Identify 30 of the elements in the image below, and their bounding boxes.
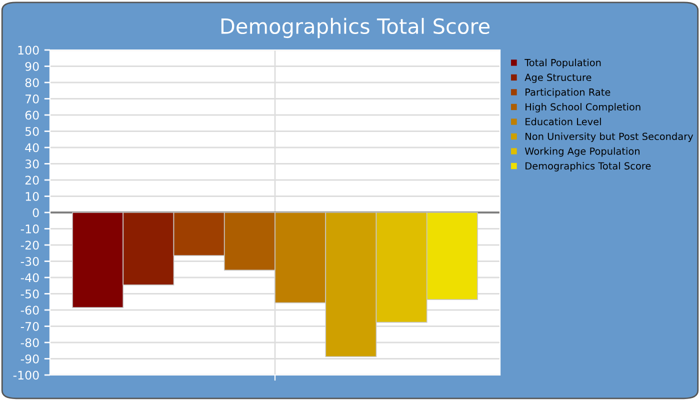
y-tick-label: 70 <box>26 94 39 104</box>
y-tick-label: 0 <box>32 208 39 218</box>
y-tick-label: 90 <box>25 62 39 71</box>
legend-label: Participation Rate <box>526 88 610 98</box>
y-tick-label: 20 <box>25 176 39 185</box>
y-tick-label: -100 <box>13 370 39 380</box>
y-tick-label: 30 <box>25 159 39 168</box>
legend-label: Age Structure <box>524 74 592 83</box>
y-tick-label: -60 <box>20 306 39 315</box>
y-tick-label: 10 <box>26 192 39 201</box>
y-tick-label: -40 <box>20 273 39 282</box>
y-tick-label: -30 <box>20 256 39 266</box>
y-tick-label: -10 <box>20 224 39 234</box>
y-tick-label: 60 <box>25 110 39 120</box>
y-tick-label: 100 <box>18 46 39 55</box>
y-tick-label: -20 <box>20 240 39 250</box>
y-tick-label: -90 <box>20 354 39 364</box>
y-tick-label: 40 <box>25 143 39 152</box>
legend-label: Working Age Population <box>524 147 640 157</box>
y-tick-label: -70 <box>20 322 39 331</box>
legend-label: High School Completion <box>526 103 640 112</box>
y-tick-label: -50 <box>20 289 39 298</box>
y-tick-label: 80 <box>25 78 39 88</box>
legend-label: Non University but Post Secondary <box>526 132 694 142</box>
legend-label: Total Population <box>524 58 601 68</box>
y-tick-label: 50 <box>25 126 39 136</box>
legend-label: Demographics Total Score <box>526 162 651 172</box>
legend-label: Education Level <box>526 118 601 126</box>
y-tick-label: -80 <box>20 338 39 348</box>
chart-title: Demographics Total Score <box>221 18 490 38</box>
